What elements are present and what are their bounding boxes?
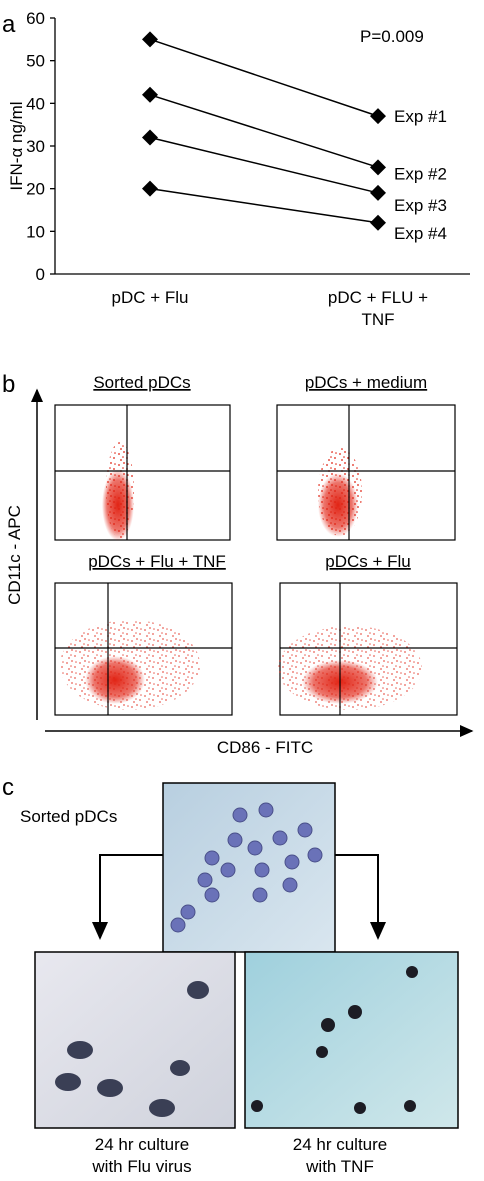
source-label: Sorted pDCs: [20, 807, 117, 826]
series-label: Exp #3: [394, 196, 447, 215]
dot-cloud: [106, 442, 134, 538]
y-axis-label: IFN-α ng/ml: [7, 101, 26, 190]
plot-title: pDCs + medium: [305, 373, 427, 392]
flow-plot: [276, 404, 456, 541]
caption: with Flu virus: [91, 1157, 191, 1176]
x-axis-label: CD86 - FITC: [217, 738, 313, 757]
x-tick-label: pDC + FLU + TNF: [327, 288, 429, 329]
y-tick-label: 30: [26, 137, 45, 156]
data-point: [370, 184, 386, 201]
data-point: [142, 180, 158, 197]
series-label: Exp #2: [394, 164, 447, 183]
y-tick-label: 40: [26, 94, 45, 113]
x-tick-label: pDC + Flu: [111, 288, 189, 307]
y-tick-label: 0: [36, 265, 45, 284]
data-point: [142, 129, 158, 146]
series-line: [149, 187, 379, 224]
caption: 24 hr culture: [293, 1135, 388, 1154]
y-tick-label: 20: [26, 180, 45, 199]
cells: [55, 981, 209, 1117]
series-line: [149, 94, 379, 169]
cells: [251, 966, 418, 1114]
data-point: [142, 31, 158, 48]
y-tick-label: 10: [26, 222, 45, 241]
flow-plot: [54, 404, 231, 541]
plot-title: Sorted pDCs: [93, 373, 190, 392]
data-point: [370, 214, 386, 231]
line-chart: 0 10 20 30 40 50 60 Exp #1 Exp #2 Exp #3 Exp #4: [26, 9, 470, 284]
series-label: Exp #4: [394, 224, 447, 243]
caption: 24 hr culture: [95, 1135, 190, 1154]
annotation: P=0.009: [360, 27, 424, 46]
dot-cloud: [318, 448, 362, 536]
y-tick-label: 60: [26, 9, 45, 28]
micrograph: [244, 951, 459, 1129]
micrograph: [162, 782, 336, 953]
series-label: Exp #1: [394, 107, 447, 126]
panel-label: a: [2, 11, 16, 38]
series-line: [149, 38, 379, 117]
micrograph: [34, 951, 236, 1129]
y-axis-label: CD11c - APC: [5, 505, 24, 605]
cells: [170, 802, 323, 933]
dot-cloud: [60, 620, 200, 710]
data-point: [142, 86, 158, 103]
caption: with TNF: [305, 1157, 374, 1176]
dot-cloud: [278, 626, 422, 710]
panel-label: c: [2, 774, 14, 801]
arrow: [335, 854, 386, 940]
data-point: [370, 159, 386, 176]
plot-title: pDCs + Flu: [325, 552, 411, 571]
data-point: [370, 108, 386, 125]
y-tick-label: 50: [26, 52, 45, 71]
series-line: [149, 136, 379, 194]
plot-title: pDCs + Flu + TNF: [88, 552, 226, 571]
panel-label: b: [2, 371, 15, 398]
arrow: [92, 854, 163, 940]
